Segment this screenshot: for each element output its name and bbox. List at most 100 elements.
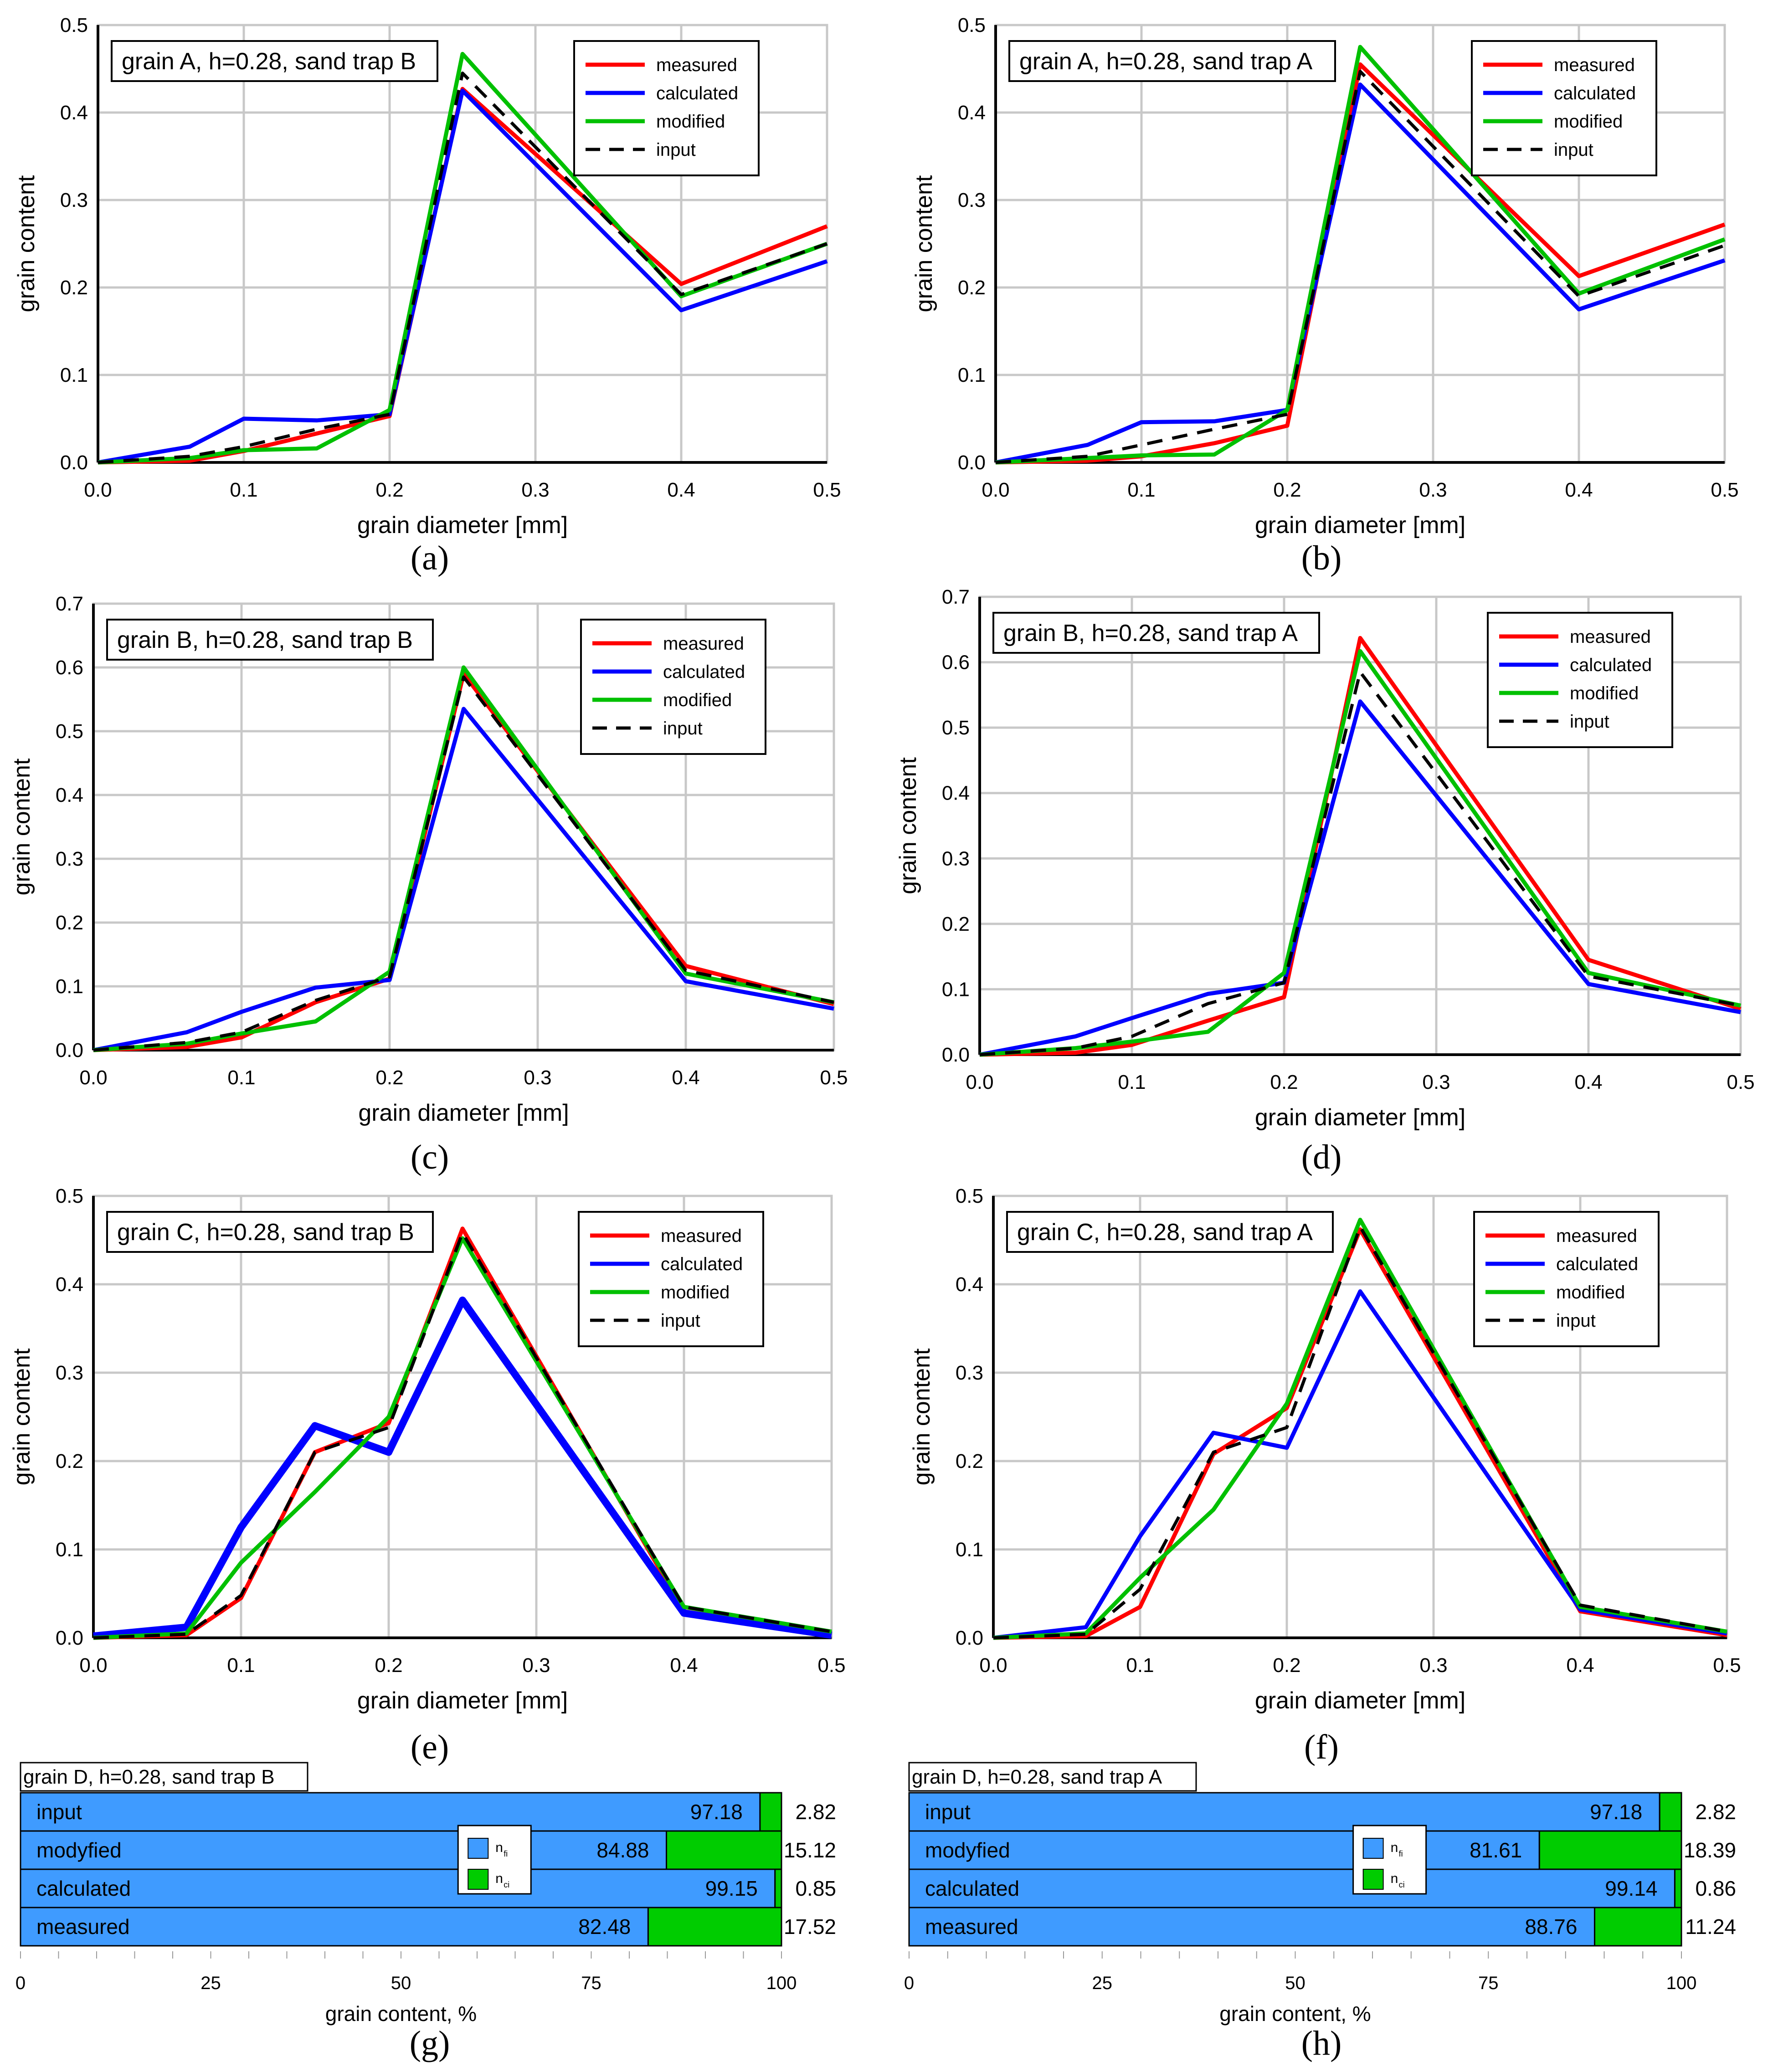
- line-chart-3: 0.0 0.1 0.2 0.3 0.4 0.5 0.0 0.1 0.2 0.3 0.4 0.5 0.6 0…: [895, 586, 1755, 1131]
- bar-n_ci: [759, 1792, 782, 1832]
- x-axis-title: grain diameter [mm]: [357, 1687, 568, 1714]
- series-line-input: [995, 70, 1726, 464]
- legend-label-calculated: calculated: [1570, 655, 1652, 675]
- y-tick-label: 0.2: [958, 277, 986, 299]
- value-label-n_fi: 88.76: [1525, 1915, 1577, 1939]
- x-tick-label: 0.5: [820, 1067, 848, 1089]
- legend-label-modified: modified: [663, 690, 732, 710]
- y-tick-label: 0.3: [942, 847, 970, 870]
- x-tick-label: 0.5: [1713, 1654, 1741, 1677]
- category-label: modyfied: [36, 1838, 122, 1862]
- title-frame: [111, 40, 438, 82]
- panel-caption: (f): [1304, 1728, 1339, 1766]
- bar-n_ci: [647, 1907, 782, 1947]
- x-tick-label: 0.5: [1727, 1071, 1754, 1093]
- x-tick-label: 0.4: [1565, 479, 1593, 501]
- bar-n_fi: [20, 1792, 761, 1832]
- chart-title: grain B, h=0.28, sand trap B: [117, 627, 413, 653]
- bar-legend-sub-n_fi: fi: [1399, 1849, 1403, 1858]
- x-tick-label: 0.2: [375, 1654, 402, 1677]
- legend-label-measured: measured: [663, 634, 744, 654]
- title-frame: [106, 619, 434, 661]
- series-line-input: [98, 72, 828, 464]
- chart-title-box: grain C, h=0.28, sand trap B: [106, 1211, 434, 1253]
- bar-legend-label-n_fi: n: [1391, 1840, 1398, 1855]
- value-label-n_fi: 81.61: [1470, 1838, 1522, 1862]
- x-tick-label: 0.4: [1566, 1654, 1594, 1677]
- legend-label-modified: modified: [661, 1282, 730, 1303]
- legend-label-measured: measured: [661, 1226, 742, 1246]
- bar-n_fi: [20, 1830, 667, 1870]
- x-tick-label: 0.5: [817, 1654, 845, 1677]
- x-tick-label: 0.2: [375, 479, 403, 501]
- bar-x-axis-title: grain content, %: [1219, 2002, 1371, 2026]
- panel-caption: (b): [1301, 539, 1342, 577]
- y-tick-label: 0.2: [56, 912, 83, 934]
- x-tick-label: 0.3: [1422, 1071, 1450, 1093]
- legend-label-calculated: calculated: [661, 1254, 743, 1274]
- series-line-calculated: [979, 699, 1741, 1057]
- bar-n_ci: [774, 1868, 782, 1908]
- x-tick-label: 0.5: [1711, 479, 1738, 501]
- line-chart-1: 0.0 0.1 0.2 0.3 0.4 0.5 0.0 0.1 0.2 0.3 0.4 0.5 grai…: [911, 14, 1739, 539]
- bar-legend: n fin ci: [457, 1825, 532, 1895]
- category-label: measured: [925, 1915, 1018, 1939]
- y-tick-label: 0.4: [958, 102, 986, 124]
- bar-legend-label-n_ci: n: [1391, 1871, 1398, 1886]
- chart-title-box: grain A, h=0.28, sand trap B: [111, 40, 438, 82]
- legend-label-input: input: [1554, 140, 1593, 160]
- x-tick-label: 0.4: [672, 1067, 699, 1089]
- y-tick-label: 0.5: [56, 720, 83, 743]
- series-line-modified: [995, 45, 1726, 465]
- y-tick-label: 0.0: [56, 1039, 83, 1062]
- y-tick-label: 0.0: [60, 451, 88, 474]
- legend-label-calculated: calculated: [656, 83, 738, 103]
- chart-title: grain C, h=0.28, sand trap B: [117, 1219, 414, 1246]
- x-tick-label: 0.2: [1273, 1654, 1300, 1677]
- bar-legend-swatch-n_fi: [468, 1838, 489, 1859]
- series-line-input: [979, 670, 1741, 1057]
- legend-label-modified: modified: [1554, 112, 1623, 132]
- y-tick-label: 0.7: [56, 593, 83, 615]
- value-label-n_ci: 17.52: [784, 1915, 836, 1939]
- legend-label-modified: modified: [1570, 683, 1639, 703]
- legend-label-modified: modified: [1556, 1282, 1625, 1303]
- x-tick-label: 0.4: [667, 479, 695, 501]
- y-tick-label: 0.1: [56, 1539, 83, 1561]
- y-tick-label: 0.3: [60, 189, 88, 211]
- bar-n_fi: [908, 1792, 1660, 1832]
- bar-n_fi: [20, 1868, 776, 1908]
- bar-legend-sub-n_ci: ci: [504, 1880, 509, 1889]
- y-tick-label: 0.5: [942, 717, 970, 739]
- legend-label-input: input: [656, 140, 696, 160]
- category-label: input: [36, 1800, 82, 1824]
- value-label-n_ci: 0.86: [1695, 1877, 1736, 1900]
- bar-legend-sub-n_fi: fi: [504, 1849, 508, 1858]
- y-tick-label: 0.0: [942, 1044, 970, 1066]
- value-label-n_ci: 2.82: [795, 1800, 836, 1824]
- bar-x-axis-title: grain content, %: [325, 2002, 477, 2026]
- bar-n_ci: [1674, 1868, 1682, 1908]
- bar-x-tick-label: 0: [15, 1973, 26, 1993]
- panel-caption: (e): [411, 1728, 449, 1766]
- bar-chart-6: grain D, h=0.28, sand trap B input 97.18 2.…: [15, 1762, 836, 2026]
- x-tick-label: 0.0: [982, 479, 1009, 501]
- y-tick-label: 0.5: [956, 1185, 983, 1207]
- panel-caption: (c): [411, 1138, 449, 1176]
- y-tick-label: 0.5: [958, 14, 986, 36]
- legend-label-modified: modified: [656, 112, 725, 132]
- x-tick-label: 0.3: [1419, 479, 1447, 501]
- line-chart-2: 0.0 0.1 0.2 0.3 0.4 0.5 0.0 0.1 0.2 0.3 0.4 0.5 0.6 0…: [9, 593, 848, 1126]
- value-label-n_ci: 15.12: [784, 1838, 836, 1862]
- series-line-calculated: [98, 88, 828, 465]
- x-tick-label: 0.4: [1574, 1071, 1602, 1093]
- x-tick-label: 0.2: [375, 1067, 403, 1089]
- x-tick-label: 0.2: [1270, 1071, 1298, 1093]
- y-axis-title: grain content: [909, 1348, 935, 1485]
- x-axis-title: grain diameter [mm]: [358, 1100, 569, 1126]
- bar-n_ci: [1593, 1907, 1682, 1947]
- bar-x-tick-label: 100: [766, 1973, 797, 1993]
- y-tick-label: 0.5: [56, 1185, 83, 1207]
- chart-title: grain C, h=0.28, sand trap A: [1017, 1219, 1313, 1246]
